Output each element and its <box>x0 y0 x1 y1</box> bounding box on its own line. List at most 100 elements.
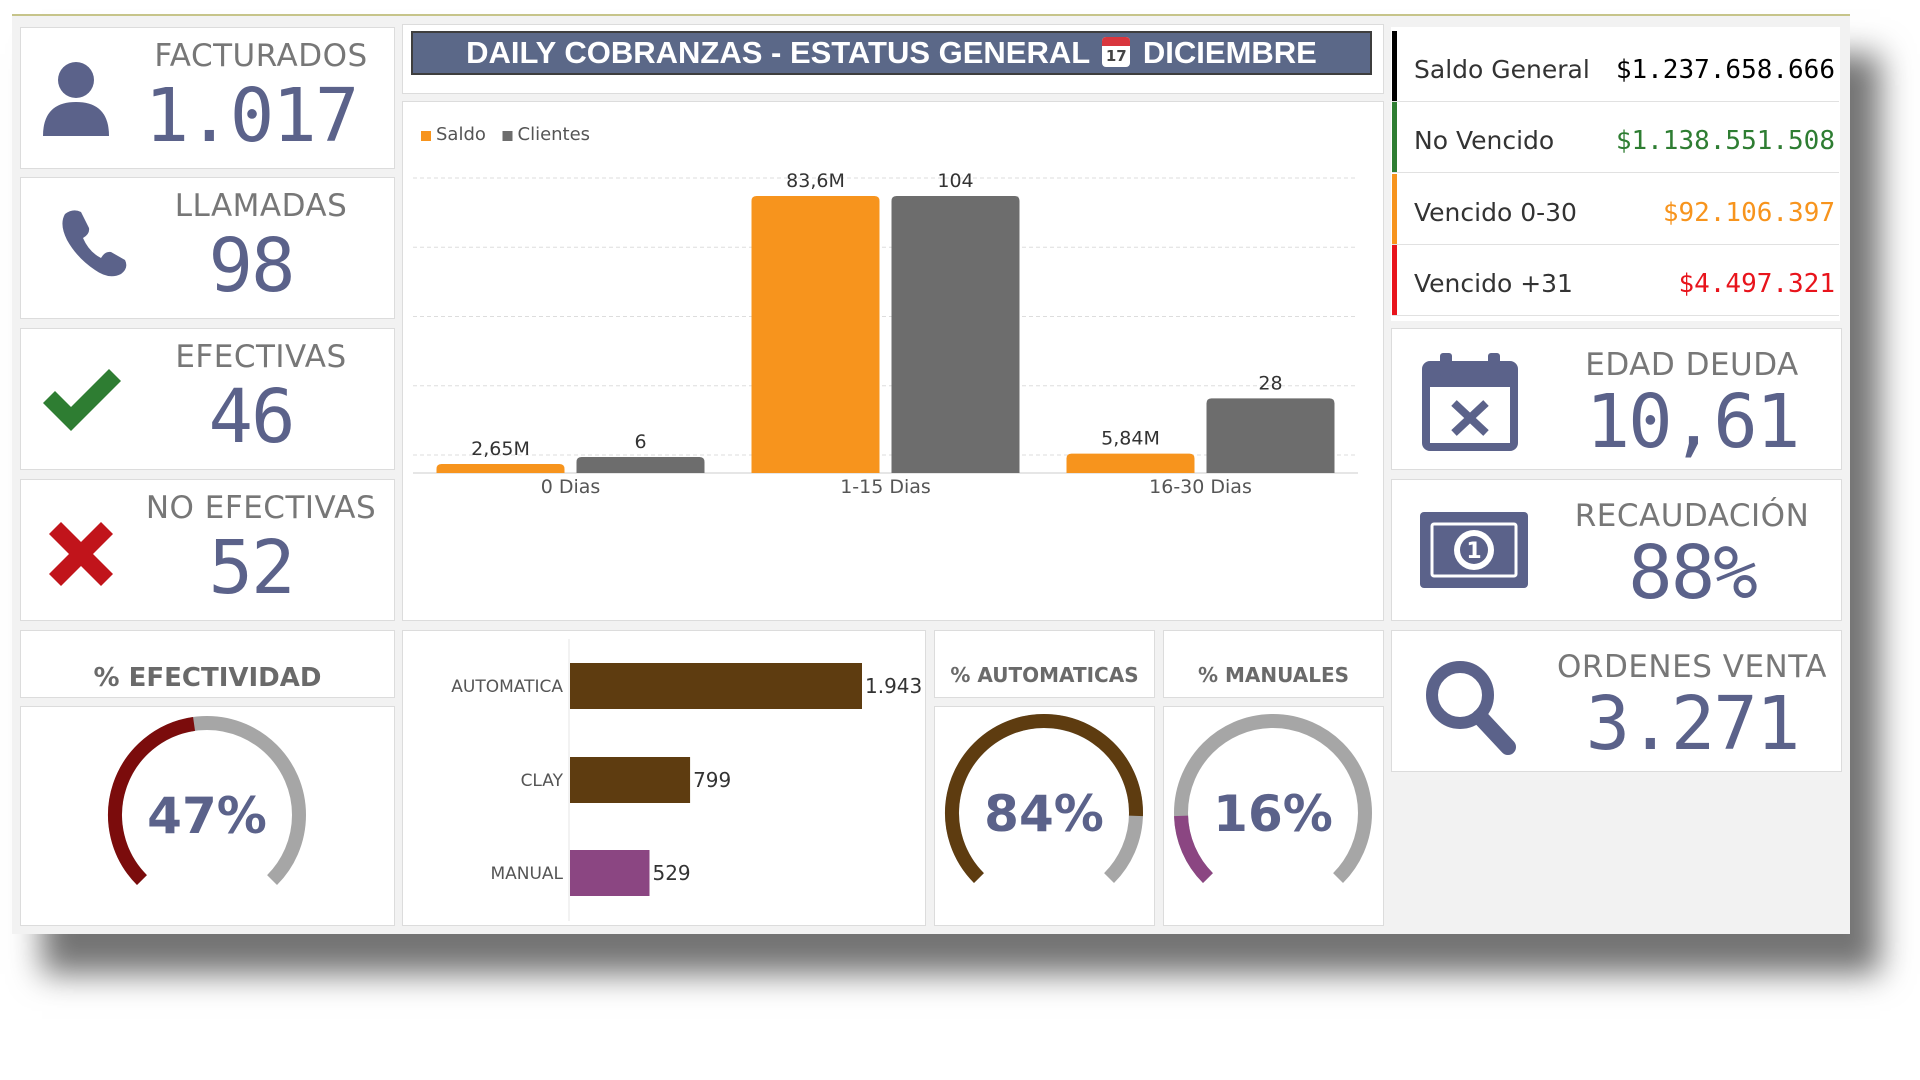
category-label: 0 Dias <box>541 476 601 498</box>
automaticas-gauge-card: 84% <box>934 706 1155 926</box>
bar-clientes <box>891 196 1020 473</box>
kpi-card-no-efectivas: NO EFECTIVAS 52 <box>20 479 395 621</box>
banknote-icon: 1 <box>1420 512 1528 588</box>
status-label: Saldo General <box>1414 55 1590 84</box>
legend-item: Saldo <box>421 124 486 145</box>
bar-saldo <box>751 196 880 473</box>
status-value: $92.106.397 <box>1662 198 1835 228</box>
status-color-bar <box>1392 31 1397 101</box>
manuales-gauge: 16% <box>1174 714 1372 884</box>
calendar-x-icon <box>1422 353 1518 451</box>
channel-chart-card: AUTOMATICA 1.943 CLAY 799 MANUAL 529 <box>402 630 926 926</box>
gauge-header: % AUTOMATICAS <box>950 663 1139 687</box>
svg-text:1: 1 <box>1466 539 1481 564</box>
status-label: No Vencido <box>1414 126 1555 155</box>
category-label: MANUAL <box>490 864 563 884</box>
gauge-value: 47% <box>147 787 267 845</box>
kpi-value: 1.017 <box>144 73 360 159</box>
title-text: DAILY COBRANZAS - ESTATUS GENERAL <box>466 35 1090 70</box>
phone-icon <box>62 210 127 277</box>
kpi-card-efectivas: EFECTIVAS 46 <box>20 328 395 470</box>
bar-saldo <box>1066 453 1195 473</box>
channel-bar <box>570 757 691 803</box>
data-label: 28 <box>1258 372 1282 394</box>
data-label: 6 <box>634 431 646 453</box>
data-label: 1.943 <box>865 674 922 698</box>
status-panel <box>1391 27 1840 321</box>
kpi-label: RECAUDACIÓN <box>1574 498 1810 534</box>
legend-item: Clientes <box>502 124 591 145</box>
status-row: Vencido 0-30 $92.106.397 <box>1392 174 1839 245</box>
efectividad-gauge-card: 47% <box>20 706 395 926</box>
status-color-bar <box>1392 245 1397 315</box>
data-label: 2,65M <box>471 438 530 460</box>
kpi-label: ORDENES VENTA <box>1557 649 1827 685</box>
category-label: CLAY <box>521 771 564 791</box>
kpi-label: LLAMADAS <box>174 188 348 224</box>
efectividad-gauge: 47% <box>108 716 306 885</box>
gauge-fill <box>1174 815 1214 884</box>
gauge-fill <box>108 716 196 885</box>
checkmark-icon <box>43 369 121 431</box>
channel-bar <box>570 850 650 896</box>
page-title: DAILY COBRANZAS - ESTATUS GENERAL 17 DIC… <box>411 31 1372 75</box>
status-value: $4.497.321 <box>1678 269 1835 299</box>
kpi-label: NO EFECTIVAS <box>145 490 377 526</box>
data-label: 83,6M <box>786 170 845 192</box>
automaticas-header-card: % AUTOMATICAS <box>934 630 1155 698</box>
kpi-value: 10,61 <box>1585 379 1801 465</box>
kpi-label: FACTURADOS <box>154 38 368 74</box>
data-label: 529 <box>652 861 690 885</box>
legend-swatch <box>421 131 431 141</box>
category-label: 16-30 Dias <box>1149 476 1252 498</box>
data-label: 5,84M <box>1101 428 1160 450</box>
category-label: AUTOMATICA <box>451 677 563 697</box>
aging-chart-card: Saldo Clientes 2,65M 6 0 Dias 83,6M 104 1-15 Di… <box>402 101 1384 621</box>
status-row: Vencido +31 $4.497.321 <box>1392 245 1839 316</box>
category-label: 1-15 Dias <box>840 476 931 498</box>
status-row: No Vencido $1.138.551.508 <box>1392 102 1839 173</box>
data-label: 104 <box>937 170 973 192</box>
bar-clientes <box>1206 398 1335 473</box>
legend-label: Saldo <box>436 124 486 145</box>
x-mark-icon <box>49 522 113 586</box>
status-value: $1.138.551.508 <box>1615 126 1835 156</box>
kpi-value: 88% <box>1628 530 1758 616</box>
efectividad-header-card: % EFECTIVIDAD <box>20 630 395 698</box>
status-value: $1.237.658.666 <box>1615 55 1835 85</box>
gauge-header: % MANUALES <box>1197 663 1350 687</box>
channel-bar <box>570 663 862 709</box>
legend-label: Clientes <box>518 124 591 145</box>
kpi-value: 3.271 <box>1585 681 1801 767</box>
title-month: DICIEMBRE <box>1142 35 1317 70</box>
status-row: Saldo General $1.237.658.666 <box>1392 31 1839 102</box>
status-label: Vencido 0-30 <box>1414 198 1577 227</box>
kpi-value: 46 <box>208 374 295 460</box>
kpi-card-recaudacion: 1 RECAUDACIÓN 88% <box>1391 479 1842 621</box>
user-icon <box>43 62 109 136</box>
channel-bar-chart: AUTOMATICA 1.943 CLAY 799 MANUAL 529 <box>451 639 922 921</box>
kpi-card-facturados: FACTURADOS 1.017 <box>20 27 395 169</box>
calendar-emoji-icon: 17 <box>1102 37 1131 67</box>
kpi-value: 98 <box>208 223 295 309</box>
kpi-label: EDAD DEUDA <box>1585 347 1799 383</box>
status-color-bar <box>1392 174 1397 244</box>
manuales-header-card: % MANUALES <box>1163 630 1384 698</box>
kpi-label: EFECTIVAS <box>175 339 347 375</box>
automaticas-gauge: 84% <box>945 714 1143 883</box>
kpi-card-llamadas: LLAMADAS 98 <box>20 177 395 319</box>
gauge-fill <box>945 714 1143 883</box>
kpi-card-ordenes-venta: ORDENES VENTA 3.271 <box>1391 630 1842 772</box>
manuales-gauge-card: 16% <box>1163 706 1384 926</box>
search-icon <box>1426 661 1516 755</box>
aging-bar-chart: Saldo Clientes 2,65M 6 0 Dias 83,6M 104 1-15 Di… <box>413 124 1358 498</box>
gauge-value: 84% <box>984 785 1104 843</box>
status-label: Vencido +31 <box>1414 269 1573 298</box>
data-label: 799 <box>693 768 731 792</box>
status-color-bar <box>1392 102 1397 172</box>
kpi-value: 52 <box>208 525 295 611</box>
bar-saldo <box>436 464 565 473</box>
gauge-header: % EFECTIVIDAD <box>93 663 322 693</box>
kpi-card-edad-deuda: EDAD DEUDA 10,61 <box>1391 328 1842 470</box>
legend-swatch <box>502 131 513 141</box>
